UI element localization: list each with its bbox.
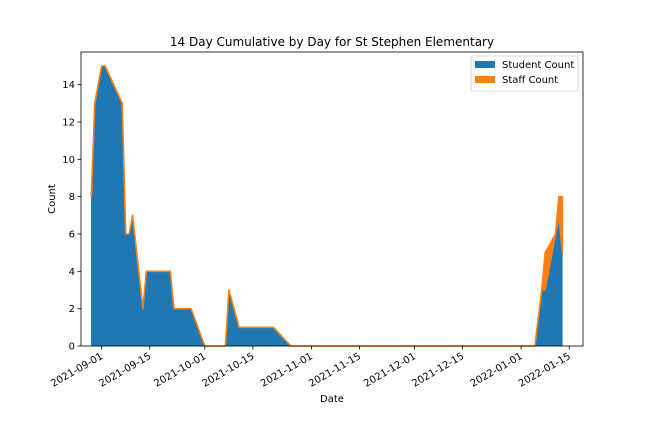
y-tick-label: 0 bbox=[69, 342, 75, 353]
plot-areas bbox=[90, 65, 564, 347]
x-tick-label: 2021-11-15 bbox=[307, 351, 363, 390]
x-tick-label: 2021-09-01 bbox=[49, 351, 105, 390]
y-tick-label: 12 bbox=[62, 118, 75, 129]
x-tick-label: 2021-10-15 bbox=[201, 351, 257, 390]
y-axis: 0 2 4 6 8 10 12 14 bbox=[62, 80, 81, 353]
plot-frame bbox=[80, 51, 584, 347]
x-tick-label: 2021-12-15 bbox=[410, 351, 466, 390]
x-tick-label: 2021-10-01 bbox=[152, 351, 208, 390]
chart-title: 14 Day Cumulative by Day for St Stephen … bbox=[170, 35, 494, 49]
x-tick-label: 2021-12-01 bbox=[362, 351, 418, 390]
x-tick-label: 2021-09-15 bbox=[97, 351, 153, 390]
y-axis-label: Count bbox=[47, 184, 58, 214]
y-tick-label: 6 bbox=[69, 230, 75, 241]
y-tick-label: 2 bbox=[69, 304, 75, 315]
x-tick-label: 2022-01-15 bbox=[517, 351, 573, 390]
legend-swatch-student-count bbox=[475, 61, 495, 68]
y-tick-label: 4 bbox=[69, 267, 75, 278]
y-tick-label: 10 bbox=[62, 155, 75, 166]
area-staff-count bbox=[90, 65, 564, 347]
legend-label-student-count: Student Count bbox=[502, 60, 574, 71]
area-student-count bbox=[91, 65, 563, 347]
x-tick-label: 2021-11-01 bbox=[259, 351, 315, 390]
y-tick-label: 14 bbox=[62, 80, 75, 91]
x-tick-label: 2022-01-01 bbox=[469, 351, 525, 390]
x-axis-label: Date bbox=[320, 394, 344, 405]
legend-label-staff-count: Staff Count bbox=[502, 75, 558, 86]
legend: Student Count Staff Count bbox=[470, 55, 579, 92]
legend-swatch-staff-count bbox=[475, 76, 495, 83]
legend-box bbox=[470, 55, 579, 92]
y-tick-label: 8 bbox=[69, 192, 75, 203]
